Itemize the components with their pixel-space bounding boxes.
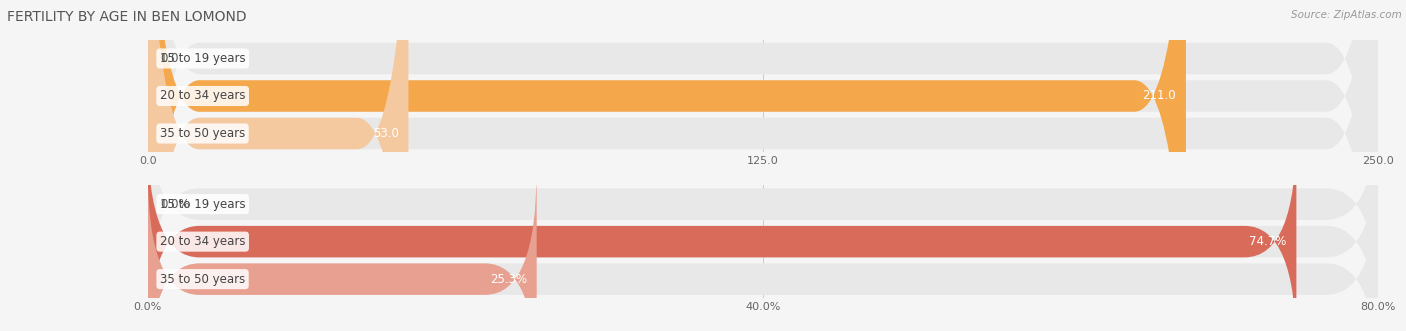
Text: 74.7%: 74.7% [1249,235,1286,248]
FancyBboxPatch shape [148,0,1187,331]
Text: 25.3%: 25.3% [489,273,527,286]
Text: 53.0: 53.0 [373,127,399,140]
Text: 20 to 34 years: 20 to 34 years [160,89,246,103]
Text: 15 to 19 years: 15 to 19 years [160,52,246,65]
FancyBboxPatch shape [148,94,1378,314]
FancyBboxPatch shape [148,169,537,331]
Text: 15 to 19 years: 15 to 19 years [160,198,246,211]
FancyBboxPatch shape [148,0,408,331]
Text: 0.0: 0.0 [160,52,179,65]
FancyBboxPatch shape [148,169,1378,331]
Text: FERTILITY BY AGE IN BEN LOMOND: FERTILITY BY AGE IN BEN LOMOND [7,10,246,24]
FancyBboxPatch shape [148,0,1378,331]
Text: 35 to 50 years: 35 to 50 years [160,127,245,140]
Text: 0.0%: 0.0% [160,198,190,211]
FancyBboxPatch shape [148,131,1296,331]
Text: Source: ZipAtlas.com: Source: ZipAtlas.com [1291,10,1402,20]
Text: 211.0: 211.0 [1143,89,1177,103]
FancyBboxPatch shape [148,0,1378,331]
FancyBboxPatch shape [148,131,1378,331]
FancyBboxPatch shape [148,0,1378,331]
Text: 20 to 34 years: 20 to 34 years [160,235,246,248]
Text: 35 to 50 years: 35 to 50 years [160,273,245,286]
